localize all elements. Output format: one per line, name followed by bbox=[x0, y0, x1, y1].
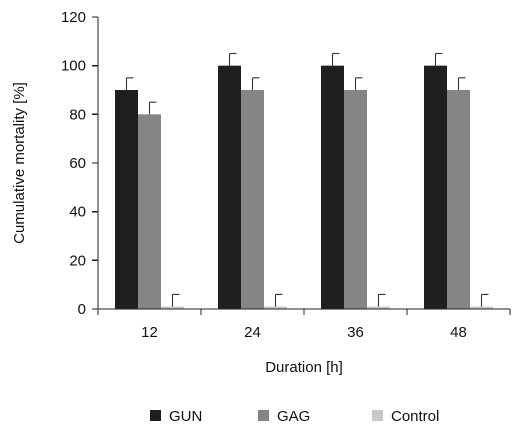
bar-gag-36 bbox=[344, 90, 367, 309]
error-bar bbox=[251, 77, 260, 90]
error-bar bbox=[377, 293, 386, 307]
legend-item-control: Control bbox=[372, 408, 439, 425]
error-bar bbox=[331, 52, 340, 66]
error-bar bbox=[171, 293, 180, 307]
y-tick-label: 100 bbox=[61, 58, 86, 75]
legend-swatch bbox=[258, 410, 269, 421]
bar-control-24 bbox=[264, 306, 287, 309]
y-tick-label: 80 bbox=[69, 106, 86, 123]
x-tick-label: 36 bbox=[347, 324, 364, 341]
error-bar bbox=[354, 77, 363, 90]
error-bar bbox=[274, 293, 283, 307]
y-tick-label: 20 bbox=[69, 252, 86, 269]
error-bar bbox=[480, 293, 489, 307]
bar-gun-24 bbox=[218, 65, 241, 310]
error-bar bbox=[434, 52, 443, 66]
bar-gag-12 bbox=[138, 114, 161, 309]
bar-control-48 bbox=[470, 306, 493, 309]
y-axis-title: Cumulative mortality [%] bbox=[11, 82, 28, 244]
error-bar bbox=[148, 101, 157, 115]
y-tick-label: 60 bbox=[69, 155, 86, 172]
bar-gun-36 bbox=[321, 65, 344, 310]
error-bar bbox=[228, 52, 237, 66]
y-tick-label: 120 bbox=[61, 9, 86, 26]
bar-control-12 bbox=[161, 306, 184, 309]
y-tick-label: 40 bbox=[69, 204, 86, 221]
y-tick-label: 0 bbox=[78, 301, 86, 318]
legend-swatch bbox=[372, 410, 383, 421]
legend: GUN GAG Control bbox=[150, 408, 439, 425]
x-axis-ticks: 12 24 36 48 bbox=[97, 309, 511, 341]
x-tick-label: 24 bbox=[244, 324, 261, 341]
bar-gun-12 bbox=[115, 90, 138, 309]
x-tick-label: 12 bbox=[141, 324, 158, 341]
error-bar bbox=[457, 77, 466, 90]
x-tick-label: 48 bbox=[450, 324, 467, 341]
bar-gag-24 bbox=[241, 90, 264, 309]
bar-series-group bbox=[115, 65, 493, 310]
legend-label: GAG bbox=[277, 408, 310, 425]
error-bars-group bbox=[125, 52, 489, 307]
legend-label: GUN bbox=[169, 408, 202, 425]
y-axis-ticks: 0 20 40 60 80 100 120 bbox=[61, 9, 98, 318]
legend-item-gun: GUN bbox=[150, 408, 202, 425]
legend-label: Control bbox=[391, 408, 439, 425]
bar-gun-48 bbox=[424, 65, 447, 310]
x-axis-title: Duration [h] bbox=[265, 359, 343, 376]
bar-gag-48 bbox=[447, 90, 470, 309]
legend-item-gag: GAG bbox=[258, 408, 310, 425]
legend-swatch bbox=[150, 410, 161, 421]
error-bar bbox=[125, 77, 134, 90]
bar-control-36 bbox=[367, 306, 390, 309]
